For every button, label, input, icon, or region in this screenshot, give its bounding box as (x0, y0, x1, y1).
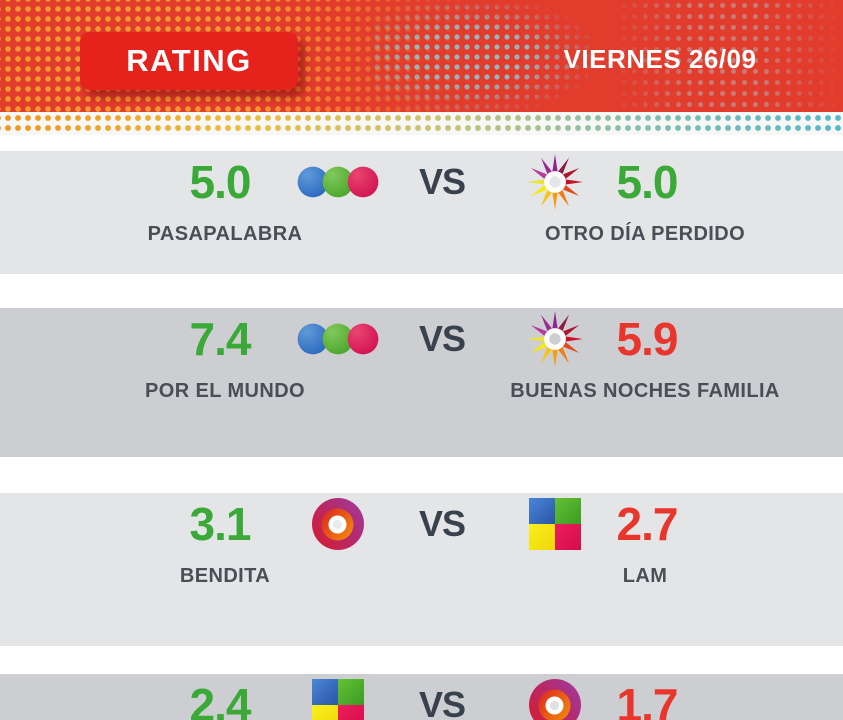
eltrece-logo-icon (505, 153, 605, 211)
rating-value-left: 7.4 (189, 313, 252, 365)
matchup-row-2: 7.4 VS (0, 308, 843, 457)
matchup-row-3: 3.1 VS 2.7 BENDITA (0, 493, 843, 646)
page-title: RATING (126, 43, 252, 78)
vs-label: VS (418, 684, 466, 720)
telefe-logo-icon (288, 321, 388, 357)
show-name-right: LAM (622, 565, 668, 587)
matchup-row-1: 5.0 VS (0, 151, 843, 274)
rating-value-right: 1.7 (616, 679, 679, 720)
matchup-row-4: 2.4 VS 1.7 DDM (0, 674, 843, 720)
telefe-logo-icon (288, 164, 388, 200)
show-name-left: POR EL MUNDO (145, 380, 305, 402)
show-name-right: OTRO DÍA PERDIDO (544, 223, 746, 245)
label-line: PASAPALABRA OTRO DÍA PERDIDO (0, 223, 843, 249)
matchup-line: 3.1 VS 2.7 (0, 493, 843, 555)
vs-label: VS (418, 503, 466, 544)
elnueve-logo-icon (288, 497, 388, 551)
rating-value-right: 5.9 (616, 313, 679, 365)
show-name-left: BENDITA (179, 565, 271, 587)
rating-value-right: 5.0 (616, 156, 679, 208)
show-name-left: PASAPALABRA (147, 223, 303, 245)
header: RATING VIERNES 26/09 (0, 0, 843, 112)
rating-value-left: 3.1 (189, 498, 252, 550)
rating-value-right: 2.7 (616, 498, 679, 550)
rating-value-left: 5.0 (189, 156, 252, 208)
vs-label: VS (418, 318, 466, 359)
date-label: VIERNES 26/09 (563, 44, 757, 74)
label-line: POR EL MUNDO BUENAS NOCHES FAMILIA (0, 380, 843, 406)
rating-title-badge: RATING (80, 32, 298, 90)
elnueve-logo-icon (505, 678, 605, 720)
show-name-right: BUENAS NOCHES FAMILIA (510, 380, 780, 402)
rating-value-left: 2.4 (189, 679, 252, 720)
america-tv-logo-icon (505, 498, 605, 550)
halftone-transition-strip (0, 112, 843, 135)
matchup-line: 7.4 VS (0, 308, 843, 370)
label-line: BENDITA LAM (0, 565, 843, 591)
vs-label: VS (418, 161, 466, 202)
america-tv-logo-icon (288, 679, 388, 720)
matchup-line: 5.0 VS (0, 151, 843, 213)
eltrece-logo-icon (505, 310, 605, 368)
matchup-line: 2.4 VS 1.7 (0, 674, 843, 720)
